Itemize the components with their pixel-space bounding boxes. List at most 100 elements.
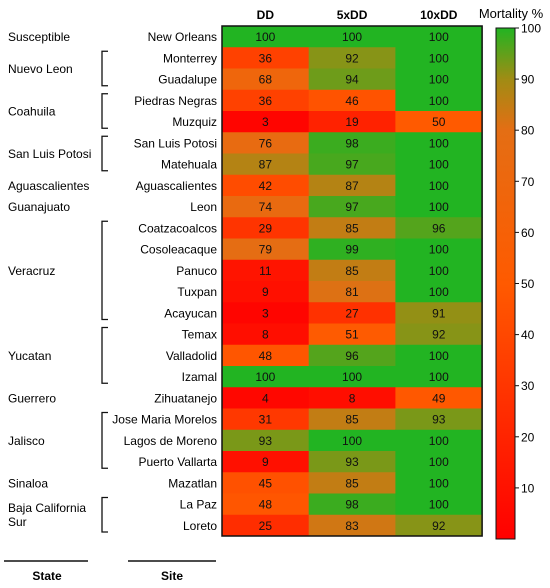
colorbar-tick-label: 30 xyxy=(521,379,535,393)
cell-value-label: 100 xyxy=(429,370,449,384)
heatmap-cell xyxy=(222,514,310,537)
heatmap-cell xyxy=(308,217,396,239)
state-label: Veracruz xyxy=(8,264,55,278)
site-label: Guadalupe xyxy=(158,73,217,87)
site-label: New Orleans xyxy=(148,30,217,44)
heatmap-cell xyxy=(308,132,396,154)
site-label: Izamal xyxy=(182,370,217,384)
heatmap-cell xyxy=(308,408,396,431)
colorbar-tick-label: 90 xyxy=(521,73,535,87)
heatmap-cell xyxy=(222,302,310,324)
site-footer-label: Site xyxy=(161,569,183,583)
state-bracket xyxy=(101,135,108,172)
cell-value-label: 100 xyxy=(429,264,449,278)
column-headers: DD 5xDD 10xDD xyxy=(257,8,458,22)
cell-value-label: 50 xyxy=(432,115,446,129)
cell-value-label: 92 xyxy=(345,51,359,65)
cell-value-label: 85 xyxy=(345,476,359,490)
heatmap-cell xyxy=(308,281,396,303)
cell-value-label: 100 xyxy=(429,285,449,299)
colorbar-tick-label: 10 xyxy=(521,481,535,495)
heatmap-cell xyxy=(395,493,483,516)
heatmap-cell xyxy=(395,153,483,176)
heatmap-cell xyxy=(395,366,483,388)
state-bracket xyxy=(101,496,108,533)
cell-value-label: 100 xyxy=(429,200,449,214)
heatmap-cell xyxy=(308,68,396,91)
cell-value-label: 42 xyxy=(259,179,273,193)
heatmap-cell xyxy=(395,344,483,367)
cell-value-label: 81 xyxy=(345,285,359,299)
heatmap-cell xyxy=(308,302,396,324)
cell-value-label: 36 xyxy=(259,94,273,108)
colorbar-tick-label: 100 xyxy=(521,22,541,36)
cell-value-label: 100 xyxy=(429,455,449,469)
cell-value-label: 93 xyxy=(432,413,446,427)
heatmap-cell xyxy=(308,238,396,261)
colorbar: Mortality % 10 20 30 40 50 60 70 80 90 100 xyxy=(479,6,544,540)
heatmap-cell xyxy=(222,366,310,388)
heatmap-cell xyxy=(308,451,396,473)
heatmap-cell xyxy=(308,344,396,367)
cell-value-label: 100 xyxy=(342,30,362,44)
heatmap-cell xyxy=(222,323,310,346)
cell-value-label: 48 xyxy=(259,498,273,512)
heatmap-cell xyxy=(222,196,310,218)
cell-value-label: 100 xyxy=(429,30,449,44)
cell-value-label: 100 xyxy=(429,179,449,193)
state-label: Susceptible xyxy=(8,30,70,44)
cell-value-label: 100 xyxy=(429,476,449,490)
heatmap-cell xyxy=(222,68,310,91)
site-label: Loreto xyxy=(183,519,217,533)
heatmap-cell xyxy=(395,323,483,346)
cell-value-label: 100 xyxy=(429,349,449,363)
heatmap-cell xyxy=(222,451,310,473)
cell-value-label: 45 xyxy=(259,476,273,490)
state-labels: Susceptible Nuevo Leon Coahuila San Luis Po… xyxy=(8,30,108,533)
heatmap-cell xyxy=(308,174,396,197)
heatmap-cell xyxy=(395,387,483,409)
heatmap-cell xyxy=(395,196,483,218)
heatmap-cell xyxy=(308,366,396,388)
cell-value-label: 4 xyxy=(262,391,269,405)
heatmap-cell xyxy=(222,132,310,154)
colorbar-tick-label: 70 xyxy=(521,175,535,189)
cell-value-label: 76 xyxy=(259,136,273,150)
cell-value-label: 99 xyxy=(345,243,359,257)
cell-value-label: 9 xyxy=(262,455,269,469)
site-label: Leon xyxy=(190,200,217,214)
cell-value-label: 25 xyxy=(259,519,273,533)
heatmap-cell xyxy=(222,387,310,409)
heatmap-cell xyxy=(395,47,483,69)
colorbar-tick-label: 20 xyxy=(521,430,535,444)
site-label: Piedras Negras xyxy=(134,94,217,108)
cell-value-label: 100 xyxy=(429,51,449,65)
heatmap-cell xyxy=(395,514,483,537)
state-bracket xyxy=(101,50,108,87)
cell-value-label: 11 xyxy=(259,264,272,278)
state-bracket xyxy=(101,326,108,384)
heatmap-cell xyxy=(395,132,483,154)
cell-value-label: 8 xyxy=(349,391,356,405)
state-footer-label: State xyxy=(32,569,62,583)
heatmap-cell xyxy=(395,472,483,494)
heatmap-cell xyxy=(222,174,310,197)
cell-value-label: 68 xyxy=(259,73,273,87)
cell-value-label: 94 xyxy=(345,73,359,87)
cell-value-label: 91 xyxy=(432,306,446,320)
state-bracket xyxy=(101,220,108,321)
cell-value-label: 19 xyxy=(345,115,359,129)
state-label-line: Sur xyxy=(8,515,27,529)
cell-value-label: 79 xyxy=(259,243,273,257)
heatmap-cell xyxy=(308,89,396,112)
heatmap-cell xyxy=(395,451,483,473)
cell-value-label: 97 xyxy=(345,158,359,172)
heatmap-cell xyxy=(222,408,310,431)
cell-value-label: 98 xyxy=(345,498,359,512)
cell-value-label: 87 xyxy=(259,158,273,172)
site-label: Monterrey xyxy=(163,51,217,65)
cell-value-label: 27 xyxy=(345,306,359,320)
state-label: Guanajuato xyxy=(8,200,70,214)
